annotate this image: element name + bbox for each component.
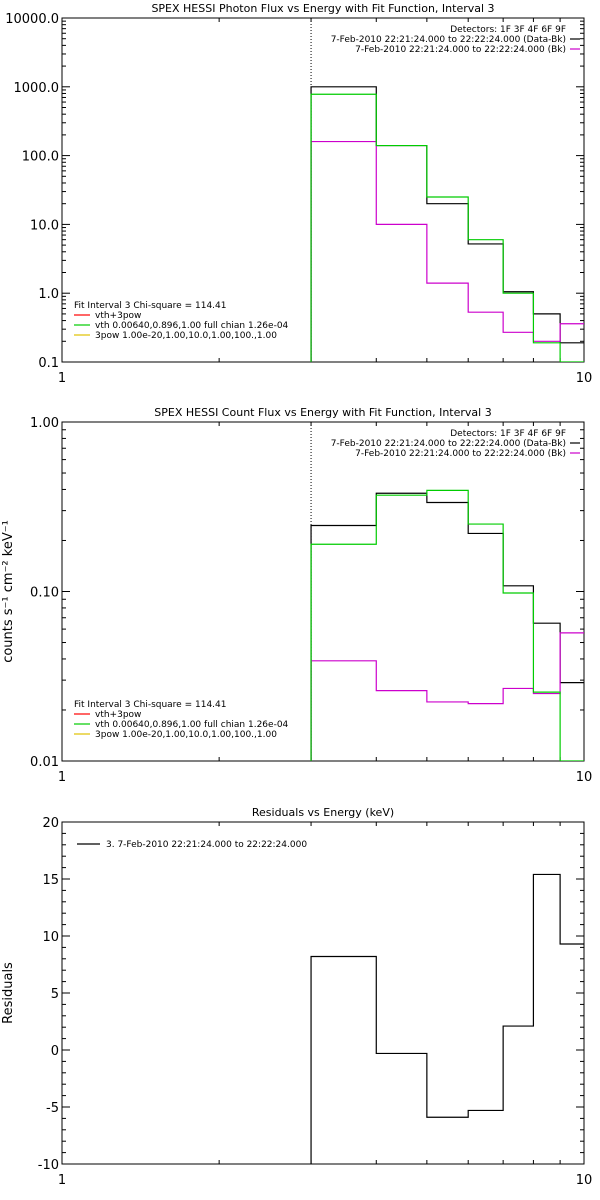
legend-entry: Fit Interval 3 Chi-square = 114.41 [74,700,226,710]
data-area [310,489,584,761]
chart-title: SPEX HESSI Count Flux vs Energy with Fit… [154,406,491,419]
y-tick-label: 1000.0 [14,81,60,96]
series-vth-3pow [310,489,584,761]
y-axis-label: counts s⁻¹ cm⁻² keV⁻¹ [1,520,16,663]
series-data-bk [310,86,584,362]
legend-entry: vth 0.00640,0.896,1.00 full chian 1.26e-… [95,321,289,331]
y-tick-label: 0.1 [38,356,59,371]
legend-entry: vth+3pow [95,311,141,321]
data-area [310,873,584,1164]
chart-title: Residuals vs Energy (keV) [252,806,394,819]
y-axis-label: Residuals [1,962,16,1024]
plot-frame [61,17,585,363]
panel-1: SPEX HESSI Photon Flux vs Energy with Fi… [5,2,592,386]
series-3-7-feb-2010-22-21-24-000-to-22-22-24-000 [310,873,584,1164]
chart-title: SPEX HESSI Photon Flux vs Energy with Fi… [151,2,494,15]
y-tick-label: 0 [51,1044,59,1059]
legend-entry: 7-Feb-2010 22:21:24.000 to 22:22:24.000 … [331,35,566,45]
y-tick-label: 20 [42,816,59,831]
x-tick-label: 10 [576,1173,593,1188]
legend-entry: 3. 7-Feb-2010 22:21:24.000 to 22:22:24.0… [106,840,307,850]
legend-entry: Fit Interval 3 Chi-square = 114.41 [74,301,226,311]
legend-entry: Detectors: 1F 3F 4F 6F 9F [450,25,566,35]
y-tick-label: 10 [42,930,59,945]
series-vth-3pow [310,93,584,362]
panel-3: Residuals vs Energy (keV) -10 -5 0 5 10 15 20 1 1… [1,806,592,1188]
y-tick-label: 100.0 [22,150,59,165]
y-tick-label: 10000.0 [5,12,59,27]
y-tick-label: -10 [38,1158,59,1173]
legend-entry: 7-Feb-2010 22:21:24.000 to 22:22:24.000 … [331,439,566,449]
x-tick-label: 1 [58,770,66,785]
legend-entry: 3pow 1.00e-20,1.00,10.0,1.00,100.,1.00 [95,331,277,341]
legend-entry: 7-Feb-2010 22:21:24.000 to 22:22:24.000 … [355,45,566,55]
legend-entry: vth 0.00640,0.896,1.00 full chian 1.26e-… [95,720,289,730]
x-tick-label: 10 [576,371,593,386]
y-tick-label: 1.00 [30,416,59,431]
y-tick-label: 5 [51,987,59,1002]
x-tick-label: 1 [58,371,66,386]
legend-entry: 7-Feb-2010 22:21:24.000 to 22:22:24.000 … [355,449,566,459]
x-tick-label: 10 [576,770,593,785]
y-tick-label: 0.01 [30,755,59,770]
y-tick-label: -5 [46,1101,59,1116]
x-tick-label: 1 [58,1173,66,1188]
y-tick-label: 10.0 [30,218,59,233]
y-tick-label: 15 [42,873,59,888]
y-tick-label: 1.0 [38,287,59,302]
legend-entry: vth+3pow [95,710,141,720]
legend-entry: 3pow 1.00e-20,1.00,10.0,1.00,100.,1.00 [95,730,277,740]
series-data-bk [310,492,584,761]
series-bk [310,140,584,362]
panel-2: SPEX HESSI Count Flux vs Energy with Fit… [1,406,592,785]
series-bk [310,632,584,761]
data-area [310,86,584,362]
y-tick-label: 0.10 [30,586,59,601]
plot-frame [61,821,585,1165]
legend-entry: Detectors: 1F 3F 4F 6F 9F [450,429,566,439]
